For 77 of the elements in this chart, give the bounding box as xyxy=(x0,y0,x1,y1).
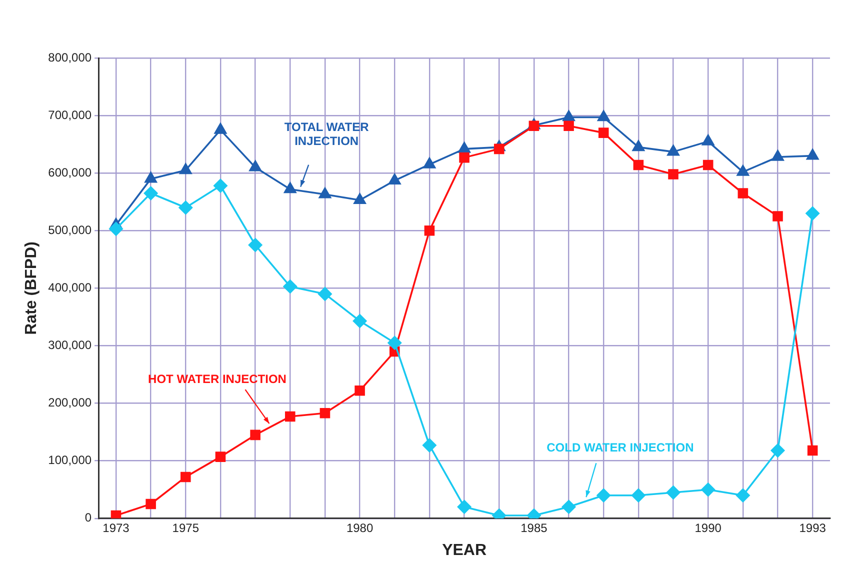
point xyxy=(632,488,646,502)
y-tick-label: 0 xyxy=(84,510,92,525)
point xyxy=(144,186,158,200)
x-tick-label: 1975 xyxy=(172,520,200,535)
x-tick-label: 1993 xyxy=(799,520,826,535)
point xyxy=(528,120,540,132)
point xyxy=(772,211,783,222)
y-axis-title: Rate (BFPD) xyxy=(23,242,40,335)
point xyxy=(214,178,228,193)
point xyxy=(284,411,296,422)
y-tick-label: 500,000 xyxy=(48,222,92,237)
point xyxy=(318,287,332,301)
point xyxy=(424,226,435,236)
point xyxy=(110,510,122,518)
x-axis-title: YEAR xyxy=(442,542,487,559)
point xyxy=(598,128,609,138)
point xyxy=(283,280,298,294)
point xyxy=(564,120,574,132)
point xyxy=(457,500,472,514)
point xyxy=(596,488,611,502)
point xyxy=(214,123,227,134)
point xyxy=(144,172,157,183)
x-tick-label: 1980 xyxy=(346,520,374,535)
point xyxy=(772,150,784,161)
point xyxy=(494,144,504,154)
point xyxy=(215,452,226,462)
point xyxy=(736,488,750,502)
point xyxy=(458,142,470,153)
y-tick-label: 300,000 xyxy=(48,338,92,352)
point xyxy=(598,110,610,122)
point xyxy=(250,430,260,440)
text: TOTAL WATER INJECTION xyxy=(284,120,370,148)
text: HOT WATER INJECTION xyxy=(148,372,286,386)
point xyxy=(701,482,715,497)
point xyxy=(562,500,576,514)
point xyxy=(633,160,644,170)
x-tick-label: 1985 xyxy=(520,520,548,535)
point xyxy=(388,174,401,184)
y-tick-label: 600,000 xyxy=(48,165,92,180)
point xyxy=(807,445,818,456)
point xyxy=(146,498,156,510)
point xyxy=(318,187,332,198)
y-tick-label: 400,000 xyxy=(48,280,92,295)
point xyxy=(459,152,470,163)
point xyxy=(354,385,365,396)
point xyxy=(320,408,330,418)
point xyxy=(178,200,193,215)
point xyxy=(702,134,714,146)
point xyxy=(562,110,575,122)
point xyxy=(806,148,819,160)
point xyxy=(666,486,680,500)
point xyxy=(180,472,191,482)
y-tick-label: 200,000 xyxy=(48,396,92,410)
point xyxy=(738,188,748,198)
x-tick-label: 1990 xyxy=(694,520,722,535)
point xyxy=(352,314,367,328)
point xyxy=(806,206,820,220)
point xyxy=(180,163,192,174)
point xyxy=(249,160,262,172)
point xyxy=(632,140,645,152)
point xyxy=(388,336,402,350)
y-tick-label: 700,000 xyxy=(48,108,92,122)
point xyxy=(736,165,750,176)
point xyxy=(423,158,436,168)
y-tick-label: 800,000 xyxy=(48,50,92,64)
point xyxy=(770,444,785,458)
y-tick-label: 100,000 xyxy=(48,453,92,468)
point xyxy=(354,193,366,204)
text: COLD WATER INJECTION xyxy=(546,440,694,454)
point xyxy=(422,438,436,452)
point xyxy=(109,222,123,236)
x-tick-label: 1973 xyxy=(102,520,130,535)
point xyxy=(667,144,680,156)
point xyxy=(702,160,714,170)
point xyxy=(284,182,296,194)
point xyxy=(668,169,678,180)
point xyxy=(248,238,262,252)
